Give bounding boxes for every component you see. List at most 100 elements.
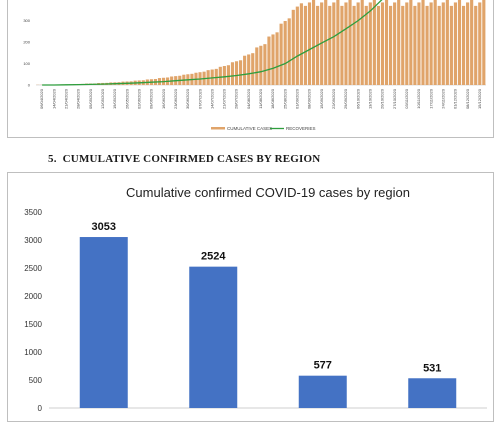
top-x-tick-label: 28/07/2020: [234, 88, 239, 109]
y-tick-label: 3000: [24, 236, 42, 245]
cumulative-cases-bar: [478, 2, 481, 85]
top-x-tick-label: 24/11/2020: [440, 88, 445, 108]
cumulative-cases-bar: [409, 0, 412, 85]
top-x-tick-label: 08/12/2020: [465, 88, 470, 109]
top-x-tick-label: 04/08/2020: [246, 88, 251, 109]
top-x-tick-label: 30/06/2020: [185, 88, 190, 109]
cumulative-cases-bar: [328, 6, 331, 85]
top-x-tick-label: 28/04/2020: [76, 88, 81, 109]
cumulative-cases-bar: [434, 0, 437, 85]
y-tick-label: 0: [38, 404, 43, 413]
region-bar-value-label: 577: [314, 360, 332, 372]
y-tick-label: 1000: [24, 348, 42, 357]
top-x-tick-label: 21/07/2020: [222, 88, 227, 109]
cumulative-cases-bar: [304, 6, 307, 85]
top-x-tick-label: 07/07/2020: [197, 88, 202, 109]
top-x-tick-label: 14/07/2020: [209, 88, 214, 109]
region-bar-value-label: 3053: [92, 221, 116, 233]
cumulative-cases-bar: [357, 2, 360, 85]
cumulative-cases-bar: [462, 6, 465, 85]
cumulative-cases-bar: [263, 44, 266, 85]
region-bar: [189, 267, 237, 408]
cumulative-cases-bar: [348, 0, 351, 85]
cumulative-cases-bar: [446, 0, 449, 85]
region-bar-value-label: 2524: [201, 251, 226, 263]
top-x-tick-label: 26/05/2020: [124, 88, 129, 109]
top-x-tick-label: 14/04/2020: [51, 88, 56, 109]
cumulative-cases-bar: [239, 60, 242, 85]
cumulative-cases-bar: [275, 32, 278, 85]
cumulative-cases-bar: [231, 62, 234, 85]
cumulative-cases-bar: [324, 0, 327, 85]
section-number: 5.: [48, 153, 57, 165]
top-x-tick-label: 03/11/2020: [404, 88, 409, 108]
cumulative-cases-bar: [442, 2, 445, 85]
cumulative-cases-bar: [397, 0, 400, 85]
cumulative-cases-bar: [458, 0, 461, 85]
top-x-tick-label: 11/08/2020: [258, 88, 263, 108]
cumulative-cases-bar: [389, 6, 392, 85]
cumulative-cases-bar: [381, 2, 384, 85]
top-y-tick-label: 200: [23, 40, 30, 45]
top-x-tick-label: 29/09/2020: [343, 88, 348, 109]
top-y-tick-label: 100: [23, 61, 30, 66]
region-bar: [408, 378, 456, 408]
legend-label-recoveries: RECOVERIES: [286, 126, 316, 131]
chart-title: Cumulative confirmed COVID-19 cases by r…: [126, 185, 410, 200]
cumulative-cases-bar: [438, 6, 441, 85]
cumulative-cases-bar: [454, 2, 457, 85]
cumulative-cases-bar: [373, 0, 376, 85]
section-title: CUMULATIVE CONFIRMED CASES BY REGION: [63, 153, 321, 165]
cumulative-cases-bar: [365, 6, 368, 85]
y-tick-label: 1500: [24, 320, 42, 329]
top-x-tick-label: 01/12/2020: [453, 88, 458, 109]
top-x-tick-label: 16/06/2020: [161, 88, 166, 109]
cumulative-cases-bar: [296, 7, 299, 85]
cumulative-cases-bar: [393, 2, 396, 85]
top-x-tick-label: 15/09/2020: [319, 88, 324, 109]
y-tick-label: 500: [29, 376, 43, 385]
top-x-tick-label: 10/11/2020: [416, 88, 421, 108]
cumulative-cases-bar: [421, 0, 424, 85]
cumulative-cases-bar: [247, 54, 250, 85]
top-x-tick-label: 05/05/2020: [88, 88, 93, 109]
top-x-tick-label: 01/09/2020: [295, 88, 300, 109]
cumulative-cases-bar: [482, 0, 485, 85]
top-x-tick-label: 08/09/2020: [307, 88, 312, 109]
top-x-tick-label: 25/08/2020: [282, 88, 287, 109]
cumulative-cases-bar: [340, 6, 343, 85]
top-y-tick-label: 0: [28, 83, 31, 88]
cumulative-cases-bar: [417, 2, 420, 85]
cumulative-cases-bar: [235, 61, 238, 85]
cumulative-cases-bar: [292, 10, 295, 85]
cumulative-cases-bar: [470, 0, 473, 85]
top-x-tick-label: 15/12/2020: [477, 88, 482, 109]
cumulative-cases-bar: [413, 6, 416, 85]
cumulative-cases-bar: [271, 34, 274, 85]
top-x-tick-label: 09/06/2020: [149, 88, 154, 109]
top-x-tick-label: 23/06/2020: [173, 88, 178, 109]
top-x-tick-label: 06/04/2020: [39, 88, 44, 109]
cumulative-cases-bar: [312, 0, 315, 85]
legend-label-cumulative: CUMULATIVE CASES: [227, 126, 272, 131]
region-cases-chart: Cumulative confirmed COVID-19 cases by r…: [7, 172, 494, 422]
top-x-tick-label: 02/06/2020: [136, 88, 141, 109]
cumulative-cases-bar: [405, 2, 408, 85]
cumulative-cases-bar: [466, 2, 469, 85]
top-x-tick-label: 22/09/2020: [331, 88, 336, 109]
cumulative-cases-bar: [284, 21, 287, 85]
cumulative-cases-bar: [251, 53, 254, 85]
cumulative-cases-bar: [425, 6, 428, 85]
region-bar: [299, 376, 347, 408]
cumulative-cases-bar: [332, 2, 335, 85]
top-x-tick-label: 20/10/2020: [380, 88, 385, 109]
legend-swatch-cumulative: [211, 127, 225, 130]
y-tick-label: 3500: [24, 208, 42, 217]
y-tick-label: 2500: [24, 264, 42, 273]
cumulative-cases-bar: [223, 66, 226, 85]
y-tick-label: 2000: [24, 292, 42, 301]
cumulative-cases-bar: [430, 2, 433, 85]
top-x-tick-label: 13/10/2020: [368, 88, 373, 109]
cumulative-cases-bar: [474, 6, 477, 85]
